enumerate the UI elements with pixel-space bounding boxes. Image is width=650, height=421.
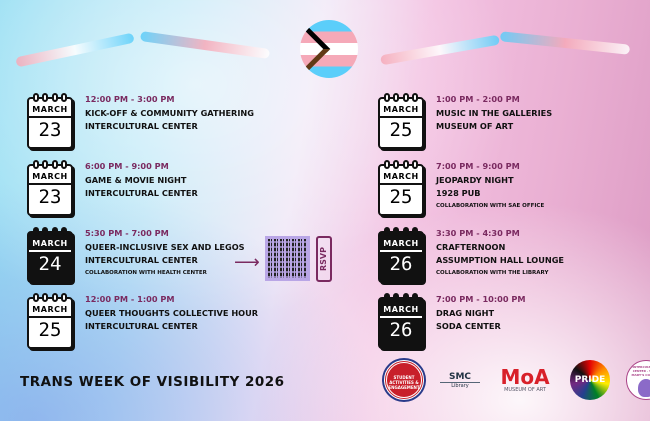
ic-logo-text: INTERCULTURAL CENTER · SAINT MARY'S COLL…: [631, 365, 650, 377]
event-name: KICK-OFF & COMMUNITY GATHERING: [85, 107, 254, 118]
calendar-icon: MARCH 25: [378, 160, 424, 216]
progress-trans-flag-icon: [300, 20, 358, 78]
pride-text: PRIDE: [574, 375, 606, 385]
calendar-icon: MARCH 26: [378, 293, 424, 349]
moa-mark: MoA: [500, 365, 550, 389]
event-collaboration-note: COLLABORATION WITH HEALTH CENTER: [85, 269, 207, 276]
event-location: INTERCULTURAL CENTER: [85, 255, 198, 265]
ribbon-decoration: [380, 34, 500, 66]
event-day: 25: [389, 186, 413, 208]
event-item: MARCH 25 7:00 PM - 9:00 PM JEOPARDY NIGH…: [378, 160, 544, 216]
event-month: MARCH: [380, 105, 422, 118]
sae-logo-text: STUDENT ACTIVITIES & ENGAGEMENT: [388, 375, 420, 390]
event-month: MARCH: [380, 305, 422, 318]
ribbon-decoration: [499, 31, 631, 55]
event-time: 5:30 PM - 7:00 PM: [85, 228, 169, 238]
event-day: 23: [38, 119, 62, 141]
calendar-icon: MARCH 23: [27, 160, 73, 216]
event-name: CRAFTERNOON: [436, 241, 506, 252]
event-location: ASSUMPTION HALL LOUNGE: [436, 255, 565, 265]
sponsor-logos: STUDENT ACTIVITIES & ENGAGEMENT SMC Libra…: [384, 360, 650, 400]
event-location: MUSEUM OF ART: [436, 121, 514, 131]
event-month: MARCH: [29, 305, 71, 318]
pride-logo: PRIDE: [570, 360, 610, 400]
event-item: MARCH 25 1:00 PM - 2:00 PM MUSIC IN THE …: [378, 93, 552, 149]
event-month: MARCH: [29, 239, 71, 252]
event-collaboration-note: COLLABORATION WITH THE LIBRARY: [436, 269, 549, 276]
moa-logo: MoA MUSEUM OF ART: [496, 367, 554, 393]
event-time: 1:00 PM - 2:00 PM: [436, 94, 520, 104]
rsvp-label: RSVP: [316, 236, 332, 282]
event-location: INTERCULTURAL CENTER: [85, 321, 198, 331]
event-location: INTERCULTURAL CENTER: [85, 188, 198, 198]
event-day: 26: [389, 253, 413, 275]
event-month: MARCH: [380, 172, 422, 185]
calendar-icon: MARCH 25: [27, 293, 73, 349]
event-month: MARCH: [29, 172, 71, 185]
event-day: 24: [38, 253, 62, 275]
event-time: 12:00 PM - 1:00 PM: [85, 294, 175, 304]
ribbon-decoration: [139, 31, 271, 59]
event-day: 25: [38, 319, 62, 341]
event-name: GAME & MOVIE NIGHT: [85, 174, 187, 185]
event-name: QUEER THOUGHTS COLLECTIVE HOUR: [85, 307, 259, 318]
event-name: JEOPARDY NIGHT: [436, 174, 514, 185]
calendar-icon: MARCH 23: [27, 93, 73, 149]
event-item: MARCH 26 3:30 PM - 4:30 PM CRAFTERNOON A…: [378, 227, 564, 283]
event-day: 23: [38, 186, 62, 208]
event-location: 1928 PUB: [436, 188, 481, 198]
event-time: 7:00 PM - 9:00 PM: [436, 161, 520, 171]
event-item: MARCH 23 6:00 PM - 9:00 PM GAME & MOVIE …: [27, 160, 198, 216]
event-collaboration-note: COLLABORATION WITH SAE OFFICE: [436, 202, 545, 209]
event-location: INTERCULTURAL CENTER: [85, 121, 198, 131]
event-time: 7:00 PM - 10:00 PM: [436, 294, 526, 304]
event-time: 12:00 PM - 3:00 PM: [85, 94, 175, 104]
event-item: MARCH 25 12:00 PM - 1:00 PM QUEER THOUGH…: [27, 293, 258, 349]
rsvp-qr-code[interactable]: [265, 236, 310, 281]
intercultural-center-logo: INTERCULTURAL CENTER · SAINT MARY'S COLL…: [626, 360, 650, 400]
event-time: 6:00 PM - 9:00 PM: [85, 161, 169, 171]
event-item: MARCH 23 12:00 PM - 3:00 PM KICK-OFF & C…: [27, 93, 254, 149]
ribbon-decoration: [15, 32, 135, 68]
library-text: Library: [451, 382, 469, 389]
calendar-icon: MARCH 26: [378, 227, 424, 283]
library-logo: SMC Library: [440, 372, 480, 389]
moa-text: MUSEUM OF ART: [504, 387, 546, 393]
library-mark: SMC: [440, 372, 480, 383]
event-name: QUEER-INCLUSIVE SEX AND LEGOS: [85, 241, 245, 252]
sae-logo: STUDENT ACTIVITIES & ENGAGEMENT: [384, 360, 424, 400]
arrow-right-icon: ⟶: [234, 252, 260, 273]
event-location: SODA CENTER: [436, 321, 501, 331]
event-name: MUSIC IN THE GALLERIES: [436, 107, 553, 118]
event-day: 26: [389, 319, 413, 341]
event-month: MARCH: [29, 105, 71, 118]
calendar-icon: MARCH 24: [27, 227, 73, 283]
event-name: DRAG NIGHT: [436, 307, 495, 318]
event-time: 3:30 PM - 4:30 PM: [436, 228, 520, 238]
calendar-icon: MARCH 25: [378, 93, 424, 149]
event-item: MARCH 24 5:30 PM - 7:00 PM QUEER-INCLUSI…: [27, 227, 245, 283]
poster-title: TRANS WEEK OF VISIBILITY 2026: [20, 374, 285, 390]
event-day: 25: [389, 119, 413, 141]
event-item: MARCH 26 7:00 PM - 10:00 PM DRAG NIGHT S…: [378, 293, 526, 349]
event-month: MARCH: [380, 239, 422, 252]
